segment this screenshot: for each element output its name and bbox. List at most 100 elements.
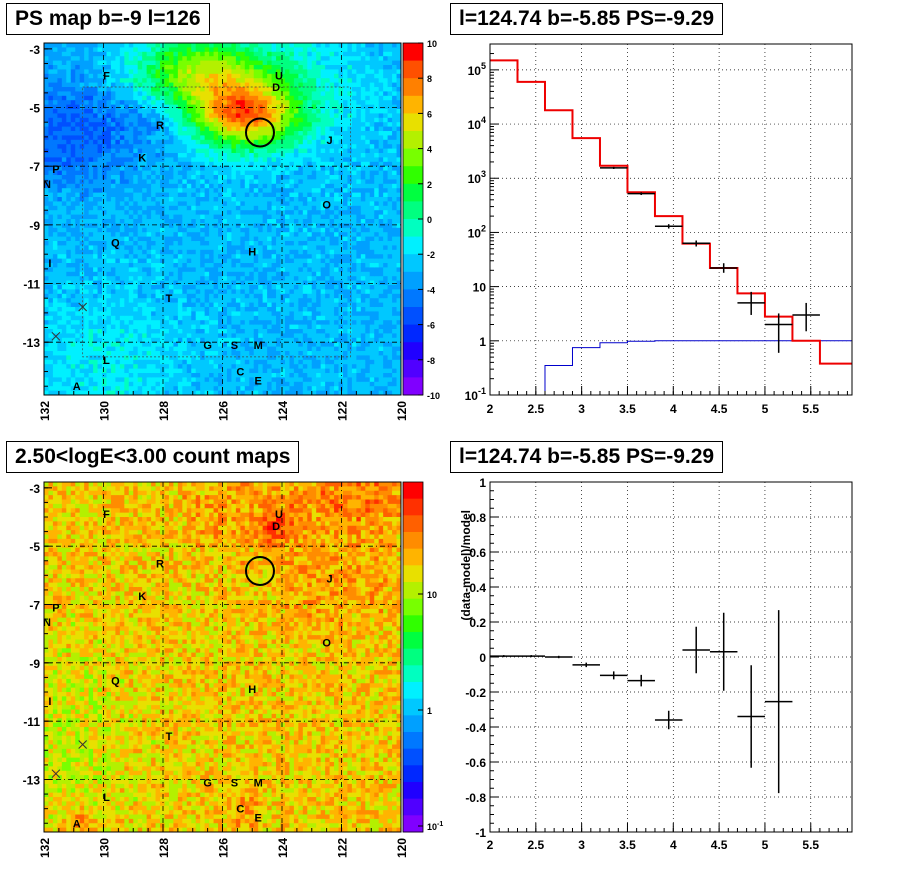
ps-colorbar-swatch (403, 95, 423, 114)
x-tick-label: 120 (395, 401, 409, 421)
x-tick-label: 4.5 (711, 402, 728, 416)
x-tick-label: 126 (217, 838, 231, 858)
colorbar-label: 0 (427, 215, 432, 225)
data-point (764, 313, 793, 353)
x-tick-label: 128 (157, 401, 171, 421)
residual-point (490, 655, 518, 658)
y-tick-label: 103 (468, 169, 486, 186)
y-tick-label: -3 (29, 482, 40, 496)
ps-colorbar-swatch (403, 236, 423, 255)
x-tick-label: 5.5 (802, 402, 819, 416)
colorbar-label: 8 (427, 74, 432, 84)
y-tick-label: 1 (479, 335, 486, 349)
red-model-line (490, 59, 852, 365)
y-tick-label: 0.8 (469, 511, 486, 525)
colorbar-label: -10 (427, 391, 440, 401)
source-label-J: J (327, 573, 333, 585)
source-label-P: P (52, 602, 59, 614)
spectrum-frame (489, 43, 853, 396)
data-point (599, 166, 628, 170)
source-label-O: O (322, 199, 331, 211)
count-colorbar-swatch (403, 548, 423, 566)
residual-point (682, 626, 710, 674)
residual-plot: 2 2.5 3 3.5 4 4.5 5 5.5 1 0.8 0.6 0.4 0.2 0 -0.2 -0.4 -0… (459, 476, 853, 852)
x-tick-label: 130 (98, 401, 112, 421)
y-tick-label: -0.2 (465, 686, 486, 700)
source-label-C: C (236, 367, 244, 379)
x-tick-label: 5 (762, 402, 769, 416)
residual-series (490, 610, 793, 794)
y-tick-label: -5 (29, 102, 40, 116)
source-label-K: K (138, 591, 146, 603)
residual-point (764, 610, 793, 794)
ps-colorbar-swatch (403, 377, 423, 396)
y-tick-label: 105 (468, 61, 486, 78)
x-tick-label: 130 (98, 838, 112, 858)
source-label-T: T (166, 293, 173, 305)
ps-colorbar-swatch (403, 324, 423, 343)
colorbar-label: 2 (427, 180, 432, 190)
source-label-Q: Q (111, 675, 120, 687)
colorbar-label: 10 (427, 590, 437, 600)
data-point (654, 224, 683, 229)
source-label-L: L (103, 792, 110, 804)
source-label-E: E (255, 812, 262, 824)
source-label-I: I (48, 258, 51, 270)
source-label-C: C (236, 804, 244, 816)
count-colorbar-swatch (403, 815, 423, 833)
colorbar-label: -6 (427, 321, 435, 331)
ps-colorbar-swatch (403, 271, 423, 290)
x-tick-label: 4 (670, 402, 677, 416)
source-label-S: S (231, 777, 238, 789)
y-tick-label: -7 (29, 160, 40, 174)
ps-colorbar-swatch (403, 359, 423, 378)
count-colorbar-swatch (403, 565, 423, 583)
x-tick-label: 122 (336, 838, 350, 858)
spectrum-plot: 2 2.5 3 3.5 4 4.5 5 5.5 10-1 1 10 102 103 104 105 (465, 43, 853, 416)
roi-outline (82, 86, 351, 358)
source-label-D: D (272, 521, 280, 533)
source-label-M: M (254, 777, 263, 789)
colorbar-label: 4 (427, 145, 432, 155)
colorbar-label: 1 (427, 706, 432, 716)
y-tick-label: 102 (468, 223, 486, 240)
source-label-N: N (43, 179, 51, 191)
cross-marker (78, 302, 88, 312)
residual-point (599, 671, 628, 680)
ps-colorbar-swatch (403, 166, 423, 185)
y-tick-label: 1 (479, 476, 486, 490)
x-tick-label: 3.5 (619, 838, 636, 852)
ps-colorbar-swatch (403, 254, 423, 273)
x-tick-label: 2.5 (527, 402, 544, 416)
count-colorbar-swatch (403, 732, 423, 750)
y-tick-label: -0.4 (465, 721, 486, 735)
ps-colorbar-swatch (403, 289, 423, 308)
cross-marker (78, 740, 88, 749)
count-colorbar-swatch (403, 765, 423, 783)
y-tick-label: -0.8 (465, 791, 486, 805)
source-label-A: A (73, 381, 81, 393)
source-label-K: K (138, 152, 146, 164)
x-tick-label: 122 (336, 401, 350, 421)
count-colorbar-swatch (403, 698, 423, 716)
source-label-R: R (156, 559, 164, 571)
ps-map-title: PS map b=-9 l=126 (6, 3, 210, 35)
x-tick-label: 124 (276, 401, 290, 421)
source-label-L: L (103, 355, 110, 367)
count-colorbar-swatch (403, 648, 423, 666)
source-label-S: S (231, 340, 238, 352)
count-colorbar-swatch (403, 632, 423, 650)
source-label-N: N (43, 617, 51, 629)
y-tick-label: -13 (23, 336, 41, 350)
count-colorbar-frame (402, 481, 424, 833)
count-colorbar-swatch (403, 782, 423, 800)
x-tick-label: 3.5 (619, 402, 636, 416)
source-label-P: P (52, 164, 59, 176)
source-label-A: A (73, 818, 81, 830)
x-tick-label: 4 (670, 838, 677, 852)
x-tick-label: 132 (38, 401, 52, 421)
x-tick-label: 126 (217, 401, 231, 421)
y-tick-label: -11 (23, 278, 40, 292)
y-tick-label: -0.6 (465, 756, 486, 770)
residual-point (627, 674, 655, 687)
